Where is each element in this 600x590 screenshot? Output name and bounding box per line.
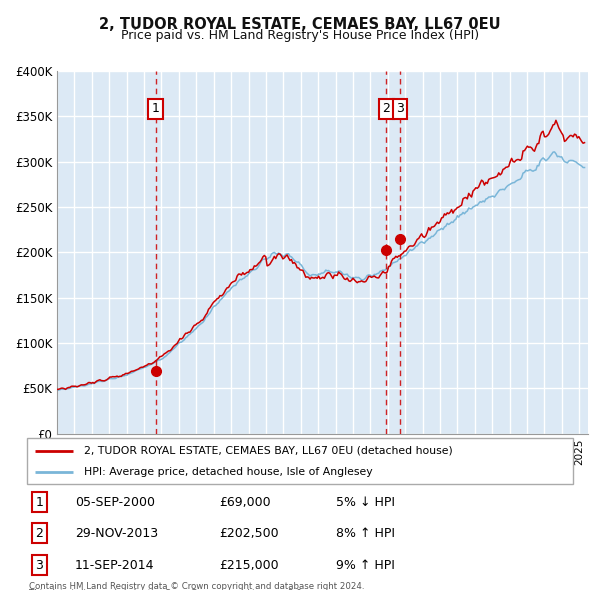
Text: 3: 3: [35, 559, 43, 572]
Text: 8% ↑ HPI: 8% ↑ HPI: [336, 527, 395, 540]
Text: 1: 1: [152, 103, 160, 116]
Text: 2, TUDOR ROYAL ESTATE, CEMAES BAY, LL67 0EU: 2, TUDOR ROYAL ESTATE, CEMAES BAY, LL67 …: [99, 17, 501, 31]
Text: 29-NOV-2013: 29-NOV-2013: [75, 527, 158, 540]
Text: £69,000: £69,000: [219, 496, 271, 509]
Text: Price paid vs. HM Land Registry's House Price Index (HPI): Price paid vs. HM Land Registry's House …: [121, 29, 479, 42]
Text: 9% ↑ HPI: 9% ↑ HPI: [336, 559, 395, 572]
Text: 2: 2: [35, 527, 43, 540]
Text: Contains HM Land Registry data © Crown copyright and database right 2024.: Contains HM Land Registry data © Crown c…: [29, 582, 364, 590]
Text: 11-SEP-2014: 11-SEP-2014: [75, 559, 155, 572]
Text: 2, TUDOR ROYAL ESTATE, CEMAES BAY, LL67 0EU (detached house): 2, TUDOR ROYAL ESTATE, CEMAES BAY, LL67 …: [85, 445, 453, 455]
Text: 5% ↓ HPI: 5% ↓ HPI: [336, 496, 395, 509]
Text: HPI: Average price, detached house, Isle of Anglesey: HPI: Average price, detached house, Isle…: [85, 467, 373, 477]
Text: 2: 2: [382, 103, 390, 116]
Text: 3: 3: [396, 103, 404, 116]
FancyBboxPatch shape: [27, 438, 573, 484]
Text: £215,000: £215,000: [219, 559, 278, 572]
Text: 05-SEP-2000: 05-SEP-2000: [75, 496, 155, 509]
Text: 1: 1: [35, 496, 43, 509]
Text: £202,500: £202,500: [219, 527, 278, 540]
Text: This data is licensed under the Open Government Licence v3.0.: This data is licensed under the Open Gov…: [29, 589, 304, 590]
